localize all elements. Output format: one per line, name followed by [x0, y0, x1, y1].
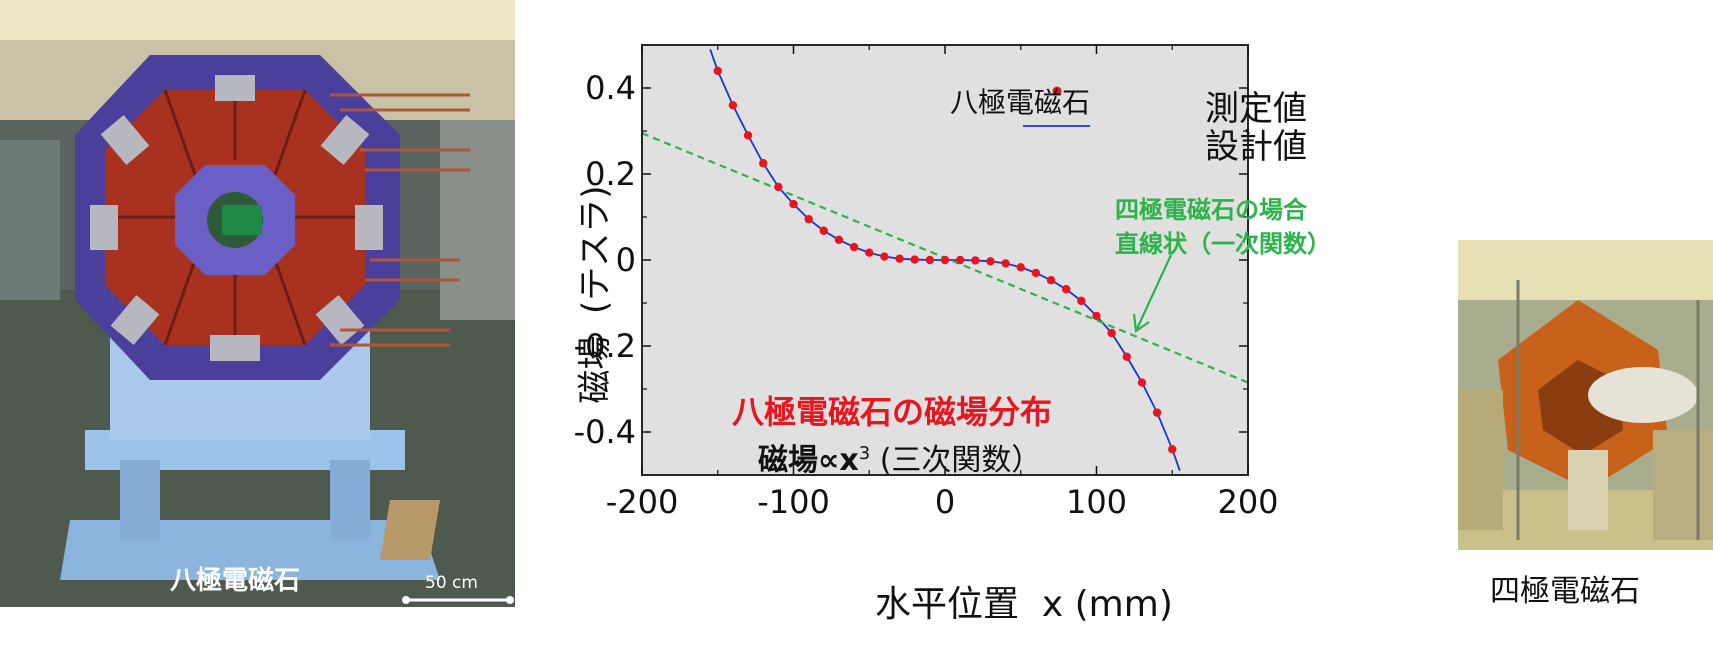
measured-point — [955, 255, 965, 265]
measured-point — [1092, 311, 1101, 321]
measured-point — [1107, 328, 1116, 338]
legend-group-label: 八極電磁石 — [950, 86, 1091, 119]
cubic-prefix: 磁場∝x — [758, 443, 859, 478]
quadrupole-magnet-photo — [1458, 240, 1713, 550]
legend-measured-label: 測定値 — [1205, 89, 1307, 129]
measured-point — [728, 101, 738, 110]
y-tick-label: 0.2 — [585, 155, 636, 193]
measured-point — [925, 255, 935, 265]
measured-point — [1168, 445, 1177, 454]
legend-measured-marker — [1052, 86, 1062, 96]
measured-point — [804, 214, 813, 224]
octupole-magnet-photo — [0, 0, 515, 607]
legend-design-label: 設計値 — [1205, 127, 1307, 167]
measured-point — [1001, 259, 1010, 268]
scale-bar — [402, 596, 514, 604]
measured-point — [1122, 352, 1131, 361]
measured-point — [713, 66, 722, 75]
right-photo-caption: 四極電磁石 — [1490, 574, 1640, 609]
quadrupole-annotation-line1: 四極電磁石の場合 — [1115, 196, 1307, 224]
chart-canvas: -200 -100 0 100 200 0.4 0.2 0 -0.2 -0.4 — [574, 44, 1279, 521]
measured-point — [774, 182, 783, 192]
measured-point — [759, 159, 768, 168]
measured-point — [910, 255, 919, 264]
measured-point — [880, 252, 889, 261]
x-tick-label: 100 — [1066, 483, 1127, 521]
measured-point — [1077, 296, 1086, 306]
quadrupole-annotation-line2: 直線状（一次関数） — [1115, 230, 1331, 258]
quadrupole-arrow-head — [1132, 313, 1150, 333]
measured-point — [986, 257, 995, 266]
cubic-suffix: (三次関数） — [870, 443, 1042, 478]
x-tick-label: 0 — [935, 483, 955, 521]
x-tick-label: -200 — [606, 483, 679, 521]
measured-point — [819, 226, 828, 235]
left-photo-caption: 八極電磁石 — [170, 566, 301, 596]
measured-point — [1152, 408, 1162, 417]
y-tick-label: -0.2 — [574, 327, 636, 365]
y-tick-label: -0.4 — [574, 413, 636, 451]
magnetic-field-chart: -200 -100 0 100 200 0.4 0.2 0 -0.2 -0.4 八極電磁石 測定値… — [560, 20, 1420, 640]
measured-point — [1046, 276, 1056, 285]
measured-point — [1137, 378, 1147, 387]
cubic-relation-label: 磁場∝x3 (三次関数） — [758, 435, 1041, 479]
x-tick-label: 200 — [1217, 483, 1278, 521]
measured-point — [940, 255, 950, 265]
y-tick-label: 0.4 — [585, 69, 636, 107]
measured-point — [1062, 285, 1071, 294]
measured-point — [849, 242, 859, 252]
cubic-exponent: 3 — [858, 443, 871, 464]
measured-point — [971, 256, 980, 265]
x-tick-label: -100 — [757, 483, 830, 521]
measured-point — [1016, 263, 1025, 272]
octupole-distribution-title: 八極電磁石の磁場分布 — [732, 393, 1053, 431]
x-axis-label: 水平位置 x (mm) — [875, 584, 1173, 625]
plot-series-group — [642, 49, 1248, 471]
quadrupole-arrow-shaft — [1135, 254, 1172, 332]
plot-frame — [641, 44, 1249, 476]
scale-bar-label: 50 cm — [425, 573, 478, 593]
measured-point — [743, 131, 753, 140]
measured-point — [865, 248, 874, 257]
y-tick-label: 0 — [616, 241, 636, 279]
measured-point — [895, 254, 904, 263]
measured-point — [789, 199, 798, 209]
measured-point — [1031, 268, 1041, 278]
measured-point — [834, 235, 844, 244]
y-axis-label: 磁場 (テスラ) — [575, 185, 616, 404]
